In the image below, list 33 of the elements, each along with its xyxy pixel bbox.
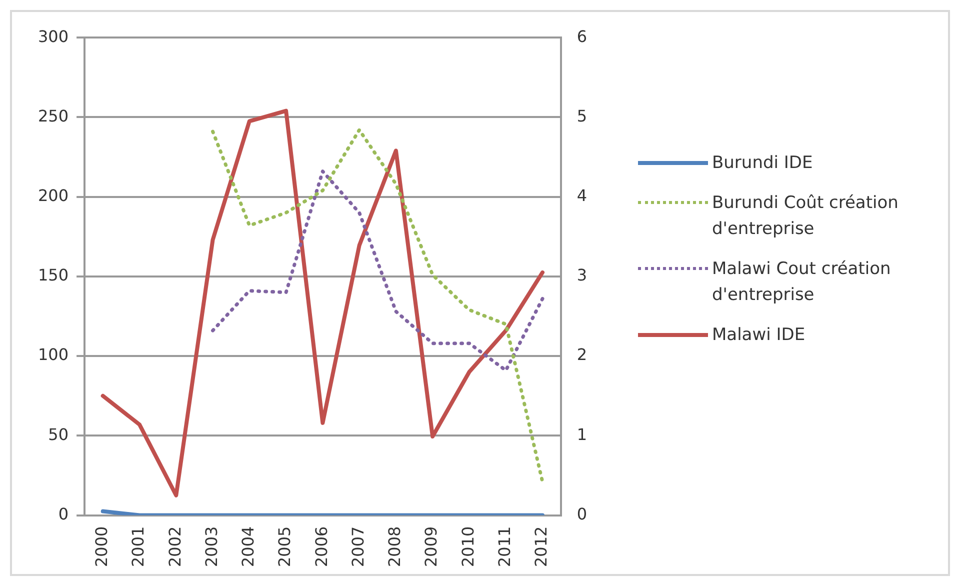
x-tick-label: 2006 xyxy=(312,526,331,567)
x-tick-label: 2008 xyxy=(385,526,404,567)
legend-label: Malawi IDE xyxy=(712,324,806,347)
x-tick-label: 2004 xyxy=(238,526,258,567)
line-series xyxy=(211,128,544,484)
x-tick-label: 2007 xyxy=(348,526,368,567)
x-tick-label: 2005 xyxy=(275,526,294,567)
y2-tick-label: 3 xyxy=(576,266,588,285)
x-tick-label: 2011 xyxy=(495,526,514,567)
y-tick-label: 300 xyxy=(38,26,69,46)
y-tick-label: 0 xyxy=(58,504,69,524)
y2-tick-label: 6 xyxy=(576,26,588,46)
y-tick-label: 100 xyxy=(38,345,69,364)
y2-tick-label: 2 xyxy=(576,345,588,364)
y2-tick-label: 1 xyxy=(576,424,588,444)
y-tick-label: 250 xyxy=(38,106,69,126)
x-tick-label: 2012 xyxy=(532,526,551,567)
x-tick-label: 2000 xyxy=(92,526,112,567)
x-tick-label: 2003 xyxy=(202,526,221,567)
legend-label: Burundi IDE xyxy=(712,152,814,175)
y2-tick-label: 0 xyxy=(576,504,588,524)
y2-tick-label: 5 xyxy=(576,106,588,126)
y2-tick-label: 4 xyxy=(576,186,588,205)
legend-label: Burundi Coût création d'entreprise xyxy=(712,192,900,241)
x-tick-label: 2001 xyxy=(128,526,148,567)
x-tick-label: 2009 xyxy=(422,526,441,567)
legend-label: Malawi Cout création d'entreprise xyxy=(712,258,892,307)
line-series xyxy=(211,170,544,372)
y-tick-label: 200 xyxy=(38,186,69,205)
y-tick-label: 50 xyxy=(48,424,69,444)
x-tick-label: 2002 xyxy=(165,526,184,567)
x-tick-label: 2010 xyxy=(458,526,478,567)
y-tick-label: 150 xyxy=(38,266,69,285)
